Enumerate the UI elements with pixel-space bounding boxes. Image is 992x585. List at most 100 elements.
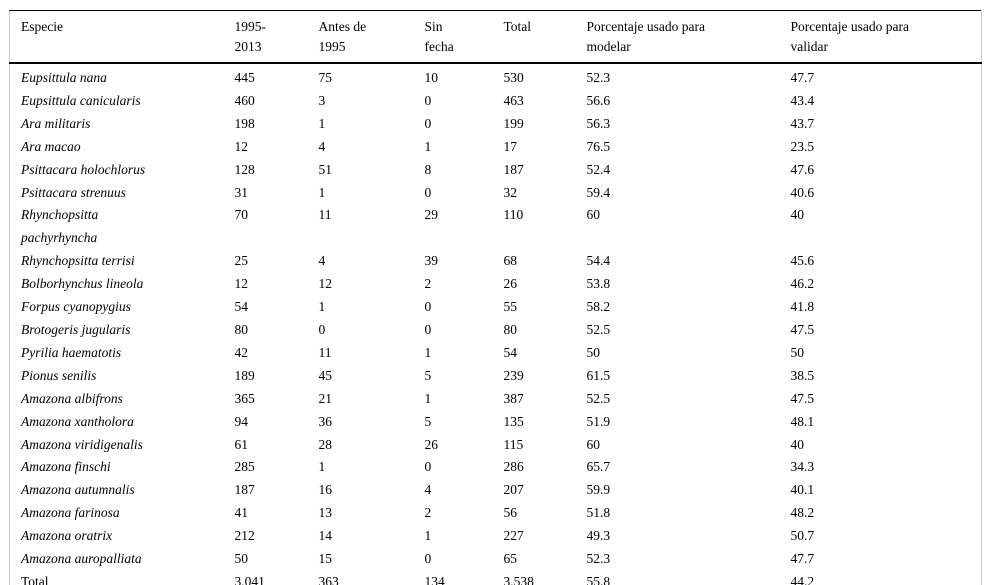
cell-value: 40 [790,207,805,223]
cell-value: 0 [424,551,432,567]
cell-value: 5 [424,367,432,383]
cell-value: 68 [503,253,518,269]
cell-especie: Ara militaris [21,115,91,131]
cell-value: 460 [234,92,255,108]
cell-value: 59.4 [586,184,611,200]
table-row: Bolborhynchus lineola 12 12 2 26 53.8 46.2 [10,273,982,296]
cell-value: 17 [503,138,518,154]
cell-especie: Amazona autumnalis [21,482,135,498]
cell-especie: Eupsittula canicularis [21,92,141,108]
cell-value: 286 [503,459,524,475]
table-row: Amazona auropalliata 50 15 0 65 52.3 47.7 [10,548,982,571]
table-row: Amazona xantholora 94 36 5 135 51.9 48.1 [10,411,982,434]
cell-value: 47.5 [790,390,815,406]
species-records-table: Especie 1995- 2013 Antes de 1995 Sin fec… [9,10,982,585]
cell-value: 40.1 [790,482,815,498]
table-row: Pyrilia haematotis 42 11 1 54 50 50 [10,342,982,365]
cell-value: 187 [234,482,255,498]
cell-value: 47.6 [790,161,815,177]
cell-value: 41.8 [790,299,815,315]
table-row: Total 3,041 363 134 3,538 55.8 44.2 [10,571,982,585]
cell-value: 51.9 [586,413,611,429]
cell-value: 45.6 [790,253,815,269]
cell-value: 52.5 [586,321,611,337]
cell-value: 39 [424,253,439,269]
cell-especie: Amazona farinosa [21,505,120,521]
cell-value: 65 [503,551,518,567]
cell-value: 47.5 [790,321,815,337]
column-header-porcentaje-modelar: Porcentaje usado para modelar [586,10,791,64]
cell-value: 51.8 [586,505,611,521]
cell-value: 29 [424,207,439,223]
cell-value: 32 [503,184,518,200]
column-header-sin-fecha: Sin fecha [424,10,504,64]
cell-value: 54 [503,344,518,360]
cell-value: 50 [586,344,601,360]
cell-value: 43.7 [790,115,815,131]
cell-value: 52.4 [586,161,611,177]
cell-value: 445 [234,70,255,85]
cell-value: 11 [318,207,332,223]
cell-value: 55 [503,299,518,315]
cell-value: 58.2 [586,299,611,315]
cell-value: 2 [424,276,432,292]
cell-value: 207 [503,482,524,498]
cell-value: 50 [234,551,249,567]
cell-value: 12 [234,138,249,154]
cell-value: 1 [318,115,326,131]
cell-value: 94 [234,413,249,429]
cell-value: 8 [424,161,432,177]
cell-value: 16 [318,482,333,498]
cell-value: 1 [424,138,432,154]
cell-value: 56.3 [586,115,611,131]
column-header-1995-2013: 1995- 2013 [234,10,319,64]
cell-value: 41 [234,505,249,521]
column-header-total: Total [503,10,587,64]
cell-value: 50.7 [790,528,815,544]
cell-value: 54.4 [586,253,611,269]
cell-value: 187 [503,161,524,177]
column-header-especie: Especie [9,10,235,64]
table-row: Amazona farinosa 41 13 2 56 51.8 48.2 [10,502,982,525]
cell-value: 0 [318,321,326,337]
cell-value: 40 [790,436,805,452]
cell-especie: Amazona xantholora [21,413,134,429]
cell-value: 12 [234,276,249,292]
table-row: Forpus cyanopygius 54 1 0 55 58.2 41.8 [10,296,982,319]
cell-especie: Bolborhynchus lineola [21,276,144,292]
cell-value: 65.7 [586,459,611,475]
cell-value: 76.5 [586,138,611,154]
cell-value: 80 [503,321,518,337]
table-row: Amazona viridigenalis 61 28 26 115 60 40 [10,434,982,457]
column-header-antes-de-1995: Antes de 1995 [318,10,425,64]
header-row: Especie 1995- 2013 Antes de 1995 Sin fec… [9,10,982,64]
cell-value: 4 [318,253,326,269]
cell-value: 70 [234,207,249,223]
table-row: Rhynchopsitta terrisi 25 4 39 68 54.4 45.6 [10,250,982,273]
cell-value: 128 [234,161,255,177]
cell-value: 134 [424,573,445,585]
cell-value: 4 [318,138,326,154]
cell-especie: Psittacara holochlorus [21,161,146,177]
cell-especie: Amazona albifrons [21,390,123,406]
cell-value: 48.1 [790,413,815,429]
cell-especie: Eupsittula nana [21,70,107,85]
table-row: Psittacara holochlorus 128 51 8 187 52.4 47.6 [10,159,982,182]
cell-value: 46.2 [790,276,815,292]
cell-value: 21 [318,390,333,406]
cell-value: 12 [318,276,333,292]
table-row: Amazona oratrix 212 14 1 227 49.3 50.7 [10,525,982,548]
table-row: Pionus senilis 189 45 5 239 61.5 38.5 [10,365,982,388]
cell-value: 0 [424,299,432,315]
cell-value: 13 [318,505,333,521]
table-header: Especie 1995- 2013 Antes de 1995 Sin fec… [9,10,982,64]
cell-value: 40.6 [790,184,815,200]
cell-value: 365 [234,390,255,406]
cell-especie: Amazona viridigenalis [21,436,143,452]
cell-value: 1 [424,390,432,406]
cell-value: 47.7 [790,70,815,85]
cell-value: 60 [586,207,601,223]
cell-especie: Rhynchopsitta pachyrhyncha [21,207,99,246]
table-row: Rhynchopsitta pachyrhyncha 70 11 29 110 60 40 [10,204,982,250]
cell-value: 25 [234,253,249,269]
